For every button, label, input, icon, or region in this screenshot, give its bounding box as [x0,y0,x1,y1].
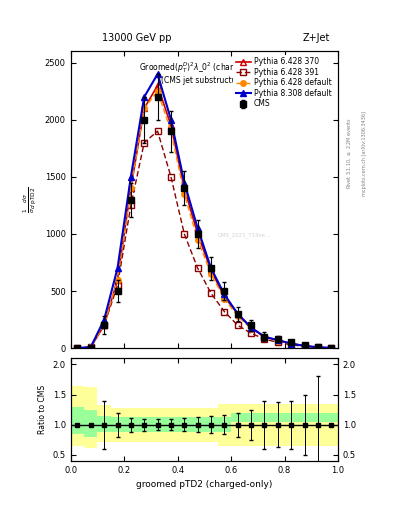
Pythia 6.428 391 [249,330,253,336]
Pythia 6.428 370 [129,185,133,191]
Pythia 6.428 default [115,276,120,283]
Pythia 6.428 391 [75,345,80,351]
Pythia 6.428 default [142,105,147,112]
Pythia 8.308 default [115,265,120,271]
Y-axis label: Ratio to CMS: Ratio to CMS [38,385,47,434]
Pythia 6.428 370 [115,276,120,283]
Line: Pythia 8.308 default: Pythia 8.308 default [75,71,334,351]
Pythia 8.308 default [209,265,213,271]
Pythia 6.428 370 [195,231,200,237]
Pythia 6.428 default [302,343,307,349]
Pythia 6.428 370 [102,322,107,328]
Pythia 8.308 default [289,340,294,347]
Text: mcplots.cern.ch [arXiv:1306.3436]: mcplots.cern.ch [arXiv:1306.3436] [362,111,367,196]
Pythia 6.428 391 [102,322,107,328]
Pythia 6.428 default [235,313,240,319]
Line: Pythia 6.428 391: Pythia 6.428 391 [75,129,334,351]
Pythia 6.428 391 [169,174,173,180]
Y-axis label: $\frac{1}{\sigma}\frac{d\sigma}{d\,\mathrm{pTD2}}$: $\frac{1}{\sigma}\frac{d\sigma}{d\,\math… [22,186,39,213]
Pythia 6.428 391 [329,345,334,351]
Pythia 6.428 370 [182,185,187,191]
Pythia 6.428 391 [235,322,240,328]
Pythia 6.428 default [102,322,107,328]
X-axis label: groomed pTD2 (charged-only): groomed pTD2 (charged-only) [136,480,273,489]
Pythia 6.428 391 [275,339,280,346]
Pythia 8.308 default [142,94,147,100]
Pythia 6.428 391 [302,344,307,350]
Pythia 6.428 391 [182,231,187,237]
Pythia 8.308 default [169,117,173,123]
Pythia 8.308 default [75,345,80,351]
Pythia 6.428 370 [262,334,267,340]
Pythia 6.428 370 [169,122,173,129]
Text: 13000 GeV pp: 13000 GeV pp [102,33,172,44]
Pythia 8.308 default [249,325,253,331]
Pythia 6.428 391 [88,344,93,350]
Pythia 6.428 391 [155,128,160,134]
Pythia 6.428 370 [75,345,80,351]
Pythia 8.308 default [155,71,160,77]
Pythia 8.308 default [329,345,334,351]
Pythia 6.428 default [88,344,93,350]
Pythia 6.428 370 [302,343,307,349]
Text: Rivet 3.1.10, $\geq$ 2.2M events: Rivet 3.1.10, $\geq$ 2.2M events [346,118,353,189]
Pythia 6.428 391 [262,336,267,342]
Pythia 6.428 391 [129,202,133,208]
Pythia 8.308 default [262,334,267,340]
Pythia 6.428 370 [142,105,147,112]
Pythia 8.308 default [235,311,240,317]
Pythia 8.308 default [88,344,93,350]
Pythia 6.428 default [169,128,173,134]
Pythia 6.428 default [222,296,227,302]
Pythia 6.428 default [316,344,320,350]
Text: Groomed$(p_T^D)^2\lambda\_0^2$ (charged only)
(CMS jet substructure): Groomed$(p_T^D)^2\lambda\_0^2$ (charged … [139,60,270,86]
Pythia 6.428 370 [275,337,280,343]
Text: CMS_2021_T19ze...: CMS_2021_T19ze... [218,232,271,238]
Pythia 6.428 391 [115,282,120,288]
Pythia 6.428 370 [209,267,213,273]
Pythia 8.308 default [182,180,187,186]
Pythia 6.428 391 [222,309,227,315]
Pythia 6.428 default [275,338,280,344]
Pythia 6.428 default [262,334,267,340]
Pythia 8.308 default [195,225,200,231]
Pythia 6.428 default [195,237,200,243]
Pythia 8.308 default [302,343,307,349]
Pythia 8.308 default [275,337,280,343]
Pythia 6.428 default [129,185,133,191]
Pythia 6.428 370 [235,311,240,317]
Pythia 6.428 default [182,191,187,197]
Pythia 6.428 370 [88,344,93,350]
Line: Pythia 6.428 370: Pythia 6.428 370 [75,82,334,351]
Pythia 6.428 370 [316,344,320,350]
Pythia 6.428 391 [195,265,200,271]
Pythia 6.428 default [329,345,334,351]
Pythia 6.428 370 [249,325,253,331]
Text: Z+Jet: Z+Jet [303,33,330,44]
Pythia 6.428 default [289,341,294,347]
Pythia 6.428 default [209,271,213,277]
Pythia 6.428 370 [329,345,334,351]
Pythia 8.308 default [316,344,320,350]
Line: Pythia 6.428 default: Pythia 6.428 default [75,89,334,351]
Pythia 8.308 default [102,316,107,323]
Pythia 6.428 default [155,88,160,94]
Pythia 6.428 391 [142,139,147,145]
Pythia 6.428 370 [155,82,160,89]
Pythia 6.428 391 [209,290,213,296]
Pythia 6.428 default [75,345,80,351]
Pythia 8.308 default [129,174,133,180]
Pythia 6.428 370 [289,340,294,347]
Pythia 8.308 default [222,291,227,297]
Pythia 6.428 391 [289,342,294,348]
Pythia 6.428 391 [316,345,320,351]
Pythia 6.428 370 [222,294,227,300]
Pythia 6.428 default [249,326,253,332]
Legend: Pythia 6.428 370, Pythia 6.428 391, Pythia 6.428 default, Pythia 8.308 default, : Pythia 6.428 370, Pythia 6.428 391, Pyth… [233,55,334,111]
